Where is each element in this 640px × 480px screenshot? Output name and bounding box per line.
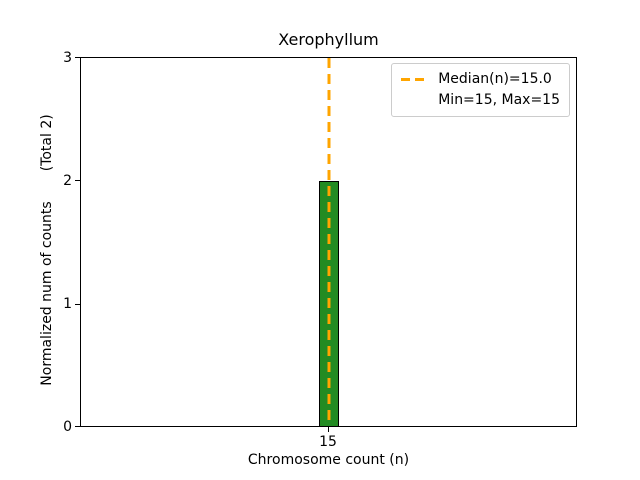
- y-tick-label-1: 1: [63, 296, 72, 312]
- legend: Median(n)=15.0 Min=15, Max=15: [391, 63, 570, 117]
- y-axis-label-total: (Total 2): [39, 114, 55, 172]
- legend-row-median: Median(n)=15.0: [401, 69, 560, 90]
- y-axis-label-text: Normalized num of counts: [39, 201, 55, 386]
- y-tick-mark-0: [75, 426, 80, 427]
- median-line: [327, 58, 330, 426]
- y-tick-label-3: 3: [63, 50, 72, 66]
- legend-minmax-label: Min=15, Max=15: [438, 92, 560, 108]
- legend-row-minmax: Min=15, Max=15: [401, 90, 560, 111]
- plot-area: Median(n)=15.0 Min=15, Max=15: [80, 57, 577, 427]
- y-tick-mark-1: [75, 304, 80, 305]
- y-tick-mark-2: [75, 180, 80, 181]
- median-dash-icon: [401, 78, 429, 81]
- legend-median-label: Median(n)=15.0: [438, 71, 552, 87]
- y-tick-label-2: 2: [63, 173, 72, 189]
- x-tick-label-15: 15: [319, 434, 337, 450]
- y-axis-label: Normalized num of counts (Total 2): [39, 114, 55, 385]
- x-tick-mark-15: [328, 427, 329, 432]
- x-axis-label: Chromosome count (n): [247, 452, 410, 468]
- y-tick-mark-3: [75, 57, 80, 58]
- chart-title: Xerophyllum: [278, 30, 379, 49]
- y-tick-label-0: 0: [63, 419, 72, 435]
